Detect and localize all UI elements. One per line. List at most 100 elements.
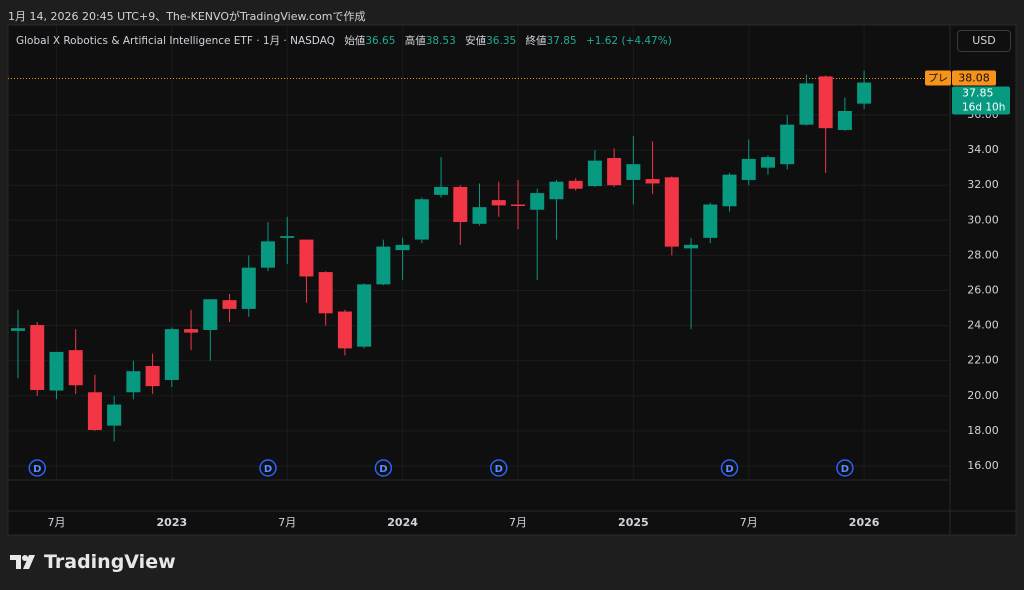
logo-icon xyxy=(10,555,35,569)
dividend-marker xyxy=(259,459,277,477)
x-tick-label: 7月 xyxy=(740,516,758,529)
candle-body xyxy=(741,158,756,180)
y-tick-label: 30.00 xyxy=(967,213,999,226)
y-tick-label: 22.00 xyxy=(967,354,999,367)
candle-body xyxy=(703,204,718,238)
legend-value: 38.53 xyxy=(425,35,456,47)
candle-body xyxy=(568,180,583,189)
candle-body xyxy=(203,299,218,330)
candle-body xyxy=(164,329,179,380)
x-tick-label: 2025 xyxy=(618,516,649,529)
candle-body xyxy=(376,246,391,285)
chart-panel xyxy=(7,24,1017,536)
currency-button[interactable]: USD xyxy=(957,30,1011,52)
y-tick-label: 34.00 xyxy=(967,143,999,156)
y-tick-label: 18.00 xyxy=(967,424,999,437)
candle-body xyxy=(818,76,833,129)
candle-body xyxy=(299,239,314,277)
candle-body xyxy=(780,124,795,165)
candle-body xyxy=(30,325,45,390)
dividend-label: D xyxy=(379,464,387,475)
candle-body xyxy=(318,272,333,314)
candle-body xyxy=(549,181,564,200)
dividend-marker xyxy=(836,459,854,477)
candle-body xyxy=(414,199,429,240)
y-tick-label: 20.00 xyxy=(967,389,999,402)
candle-body xyxy=(241,267,256,309)
pre-market-price: 38.08 xyxy=(958,72,990,85)
candle-body xyxy=(626,164,641,180)
legend-label: 安値 xyxy=(465,35,487,47)
dividend-marker xyxy=(374,459,393,477)
candle-body xyxy=(260,241,275,268)
dividend-label: D xyxy=(841,464,849,475)
header: 1月 14, 2026 20:45 UTC+9、The-KENVOがTradin… xyxy=(8,10,366,23)
x-tick-label: 7月 xyxy=(509,516,527,529)
candle-body xyxy=(357,284,372,347)
brand-logo: TradingView xyxy=(10,551,176,573)
legend-label: 始値 xyxy=(344,35,366,47)
legend-value: 37.85 xyxy=(546,35,577,47)
candle-body xyxy=(87,392,102,430)
legend-label: 終値 xyxy=(525,35,547,47)
symbol-title: Global X Robotics & Artificial Intellige… xyxy=(16,35,335,47)
candle-body xyxy=(857,82,872,104)
x-tick-label: 2023 xyxy=(157,516,188,529)
y-tick-label: 16.00 xyxy=(967,459,999,472)
candle-body xyxy=(49,351,64,391)
legend: Global X Robotics & Artificial Intellige… xyxy=(16,33,672,48)
candle-body xyxy=(722,174,737,207)
brand-name: TradingView xyxy=(44,551,176,573)
candle-body xyxy=(145,365,160,387)
y-tick-label: 28.00 xyxy=(967,248,999,261)
dividend-label: D xyxy=(264,464,272,475)
countdown: 16d 10h xyxy=(962,102,1005,114)
candle-body xyxy=(395,244,410,251)
candle-body xyxy=(126,371,141,393)
y-tick-label: 26.00 xyxy=(967,283,999,296)
last-price: 37.85 xyxy=(962,87,994,100)
y-tick-label: 24.00 xyxy=(967,319,999,332)
dividend-label: D xyxy=(495,464,503,475)
candle-body xyxy=(664,177,679,247)
y-tick-label: 32.00 xyxy=(967,178,999,191)
dividend-marker xyxy=(720,459,739,477)
dividend-label: D xyxy=(33,464,41,475)
legend-value: 36.65 xyxy=(365,35,396,47)
candle-body xyxy=(280,236,295,238)
x-tick-label: 2026 xyxy=(849,516,880,529)
candle-body xyxy=(491,200,506,206)
candle-body xyxy=(107,404,122,426)
pre-market-tag xyxy=(925,70,951,86)
legend-label: 高値 xyxy=(404,35,426,47)
candle-body xyxy=(453,186,468,223)
candle-body xyxy=(337,311,352,349)
candle-body xyxy=(510,204,525,207)
candle-body xyxy=(434,186,449,195)
candle-body xyxy=(799,83,814,125)
legend-value: 36.35 xyxy=(486,35,517,47)
candle-body xyxy=(760,157,775,168)
candle-body xyxy=(184,329,199,333)
dividend-marker xyxy=(28,459,46,477)
legend-change: +1.62 (+4.47%) xyxy=(585,35,672,47)
candle-body xyxy=(684,244,699,249)
last-price-box xyxy=(952,86,1010,115)
candle-body xyxy=(472,207,487,224)
candle-body xyxy=(607,158,622,186)
candle-body xyxy=(530,193,545,210)
x-tick-label: 7月 xyxy=(47,516,65,529)
candle-body xyxy=(222,300,237,309)
candle-body xyxy=(68,350,83,386)
candle-body xyxy=(645,179,660,184)
pre-market-price-box xyxy=(952,70,996,86)
candle-body xyxy=(837,110,852,130)
x-tick-label: 2024 xyxy=(387,516,418,529)
dividend-marker xyxy=(490,459,508,477)
dividend-label: D xyxy=(725,464,733,475)
pre-market-tag-label: プレ xyxy=(928,73,948,85)
candle-body xyxy=(11,328,25,331)
x-tick-label: 7月 xyxy=(278,516,296,529)
